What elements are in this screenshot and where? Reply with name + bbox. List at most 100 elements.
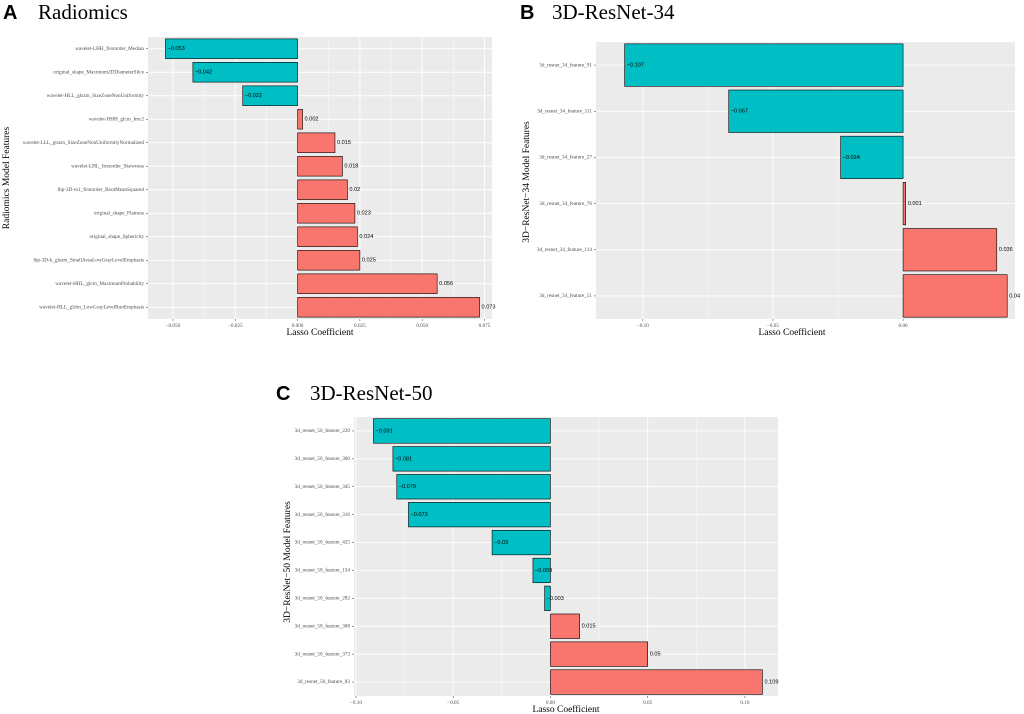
y-tick-label: 3d_resnet_50_feature_300: [295, 455, 351, 462]
data-label: −0.003: [547, 596, 564, 602]
y-tick-label: original_shape_Sphericity: [90, 234, 145, 240]
bar-3d_resnet_50_feature_345: [396, 474, 551, 500]
panel-a-xlabel: Lasso Coefficient: [286, 327, 353, 338]
x-tick-label: 0.000: [292, 323, 304, 329]
x-tick-label: −0.05: [767, 323, 779, 329]
data-label: 0.073: [482, 305, 496, 311]
panel-a-ylabel: Radiomics Model Features: [2, 127, 12, 230]
data-label: 0.04: [1009, 293, 1020, 299]
y-tick-label: lbp-3D-m1_firstorder_RootMeanSquared: [58, 186, 145, 193]
x-tick-label: 0.075: [479, 323, 491, 329]
data-label: 0.015: [582, 624, 596, 630]
bar-lbp-3D-k_glszm_SmallAreaLowGrayLevelEmphasis: [297, 250, 361, 271]
data-label: 0.056: [439, 281, 453, 287]
x-tick-label: 0.10: [740, 700, 749, 706]
bar-3d_resnet_50_feature_300: [392, 446, 551, 472]
panel-b-title: 3D-ResNet-34: [552, 0, 675, 24]
panel-b-ylabel: 3D−ResNet−34 Model Features: [522, 121, 532, 243]
bar-wavelet-LHH_firstorder_Median: [165, 38, 298, 59]
panel-a-letter: A: [3, 2, 17, 24]
data-label: −0.022: [245, 93, 262, 99]
bar-3d_resnet_50_feature_308: [550, 613, 580, 639]
panel-a: A Radiomics Lasso Coefficient Radiomics …: [2, 0, 496, 338]
x-tick-label: −0.025: [228, 323, 243, 329]
data-label: −0.107: [627, 63, 644, 69]
x-tick-label: 0.00: [899, 323, 908, 329]
panel-c-ylabel: 3D−ResNet−50 Model Features: [283, 501, 293, 623]
data-label: 0.025: [362, 258, 376, 264]
y-tick-label: 3d_resnet_50_feature_345: [295, 483, 351, 490]
bar-wavelet-LHL_firstorder_Skewness: [297, 156, 343, 177]
bar-3d_resnet_50_feature_373: [550, 641, 648, 667]
data-label: 0.05: [650, 652, 661, 658]
panel-b-background: [596, 42, 1015, 319]
y-tick-label: 3d_resnet_34_feature_111: [537, 107, 592, 114]
data-label: −0.067: [731, 109, 748, 115]
y-tick-label: original_shape_Flatness: [94, 210, 144, 216]
y-tick-label: 3d_resnet_50_feature_316: [295, 511, 351, 518]
bar-3d_resnet_34_feature_51: [902, 274, 1008, 318]
panel-a-background: [148, 37, 492, 319]
y-tick-label: lbp-3D-k_glszm_SmallAreaLowGrayLevelEmph…: [33, 257, 144, 263]
bar-original_shape_Sphericity: [297, 226, 358, 247]
data-label: 0.023: [357, 211, 371, 217]
bar-3d_resnet_34_feature_27: [840, 135, 904, 179]
bar-original_shape_Maximum2DDiameterSlice: [192, 62, 298, 83]
y-tick-label: 3d_resnet_34_feature_114: [537, 246, 593, 253]
y-tick-label: 3d_resnet_50_feature_134: [295, 567, 351, 574]
bar-wavelet-HHL_glcm_MaximumProbability: [297, 273, 438, 294]
y-tick-label: 3d_resnet_50_feature_220: [295, 427, 351, 434]
data-label: 0.001: [908, 201, 922, 207]
y-tick-label: wavelet-HLL_glszm_SizeZoneNonUniformity: [47, 92, 145, 99]
y-tick-label: 3d_resnet_50_feature_308: [295, 622, 351, 629]
y-tick-label: original_shape_Maximum2DDiameterSlice: [53, 69, 144, 75]
data-label: 0.02: [349, 187, 360, 193]
y-tick-label: wavelet-LHL_firstorder_Skewness: [71, 162, 144, 169]
x-tick-label: −0.10: [350, 700, 362, 706]
data-label: 0.036: [999, 247, 1013, 253]
bar-3d_resnet_50_feature_282: [544, 585, 551, 611]
x-tick-label: 0.050: [416, 323, 428, 329]
panel-c-letter: C: [276, 383, 290, 405]
bar-3d_resnet_50_feature_316: [408, 502, 551, 528]
bar-3d_resnet_34_feature_111: [728, 89, 904, 133]
y-tick-label: 3d_resnet_50_feature_83: [297, 678, 350, 685]
y-tick-label: 3d_resnet_34_feature_27: [539, 154, 592, 161]
bar-wavelet-HLL_glszm_SizeZoneNonUniformity: [242, 85, 298, 106]
y-tick-label: 3d_resnet_50_feature_373: [295, 650, 351, 657]
data-label: −0.009: [535, 568, 552, 574]
data-label: −0.091: [375, 428, 392, 434]
bar-lbp-3D-m1_firstorder_RootMeanSquared: [297, 179, 348, 200]
bar-3d_resnet_50_feature_134: [532, 557, 551, 584]
panel-a-title: Radiomics: [38, 0, 128, 24]
data-label: 0.024: [359, 234, 373, 240]
bar-3d_resnet_50_feature_83: [550, 669, 763, 695]
bar-wavelet-LLL_glszm_SizeZoneNonUniformityNormalized: [297, 132, 336, 153]
panel-c: C 3D-ResNet-50 Lasso Coefficient 3D−ResN…: [276, 381, 778, 714]
bar-3d_resnet_34_feature_114: [902, 228, 998, 272]
x-tick-label: −0.05: [447, 700, 459, 706]
panel-c-title: 3D-ResNet-50: [310, 381, 432, 405]
y-tick-label: wavelet-HLL_glrlm_LowGrayLevelRunEmphasi…: [39, 304, 144, 310]
x-tick-label: 0.025: [354, 323, 366, 329]
x-tick-label: 0.05: [643, 700, 652, 706]
y-tick-label: wavelet-HHL_glcm_MaximumProbability: [55, 281, 144, 287]
y-tick-label: 3d_resnet_34_feature_91: [539, 61, 592, 68]
panel-b-xlabel: Lasso Coefficient: [758, 327, 825, 338]
y-tick-label: wavelet-HHH_glcm_Imc2: [89, 116, 145, 122]
data-label: −0.03: [494, 540, 508, 546]
data-label: 0.018: [344, 164, 358, 170]
y-tick-label: wavelet-LLL_glszm_SizeZoneNonUniformityN…: [23, 139, 145, 146]
data-label: −0.073: [410, 512, 427, 518]
x-tick-label: −0.10: [637, 323, 649, 329]
data-label: −0.042: [195, 70, 212, 76]
x-tick-label: −0.050: [166, 323, 181, 329]
panel-c-xlabel: Lasso Coefficient: [532, 704, 599, 714]
panel-a-plot: −0.053 wavelet-LHH_firstorder_Median −0.04…: [23, 37, 496, 329]
y-tick-label: 3d_resnet_34_feature_76: [539, 200, 592, 207]
x-tick-label: 0.00: [546, 700, 555, 706]
y-tick-label: 3d_resnet_34_feature_51: [539, 292, 592, 299]
bar-wavelet-HHH_glcm_Imc2: [297, 109, 303, 130]
y-tick-label: 3d_resnet_50_feature_282: [295, 595, 351, 602]
